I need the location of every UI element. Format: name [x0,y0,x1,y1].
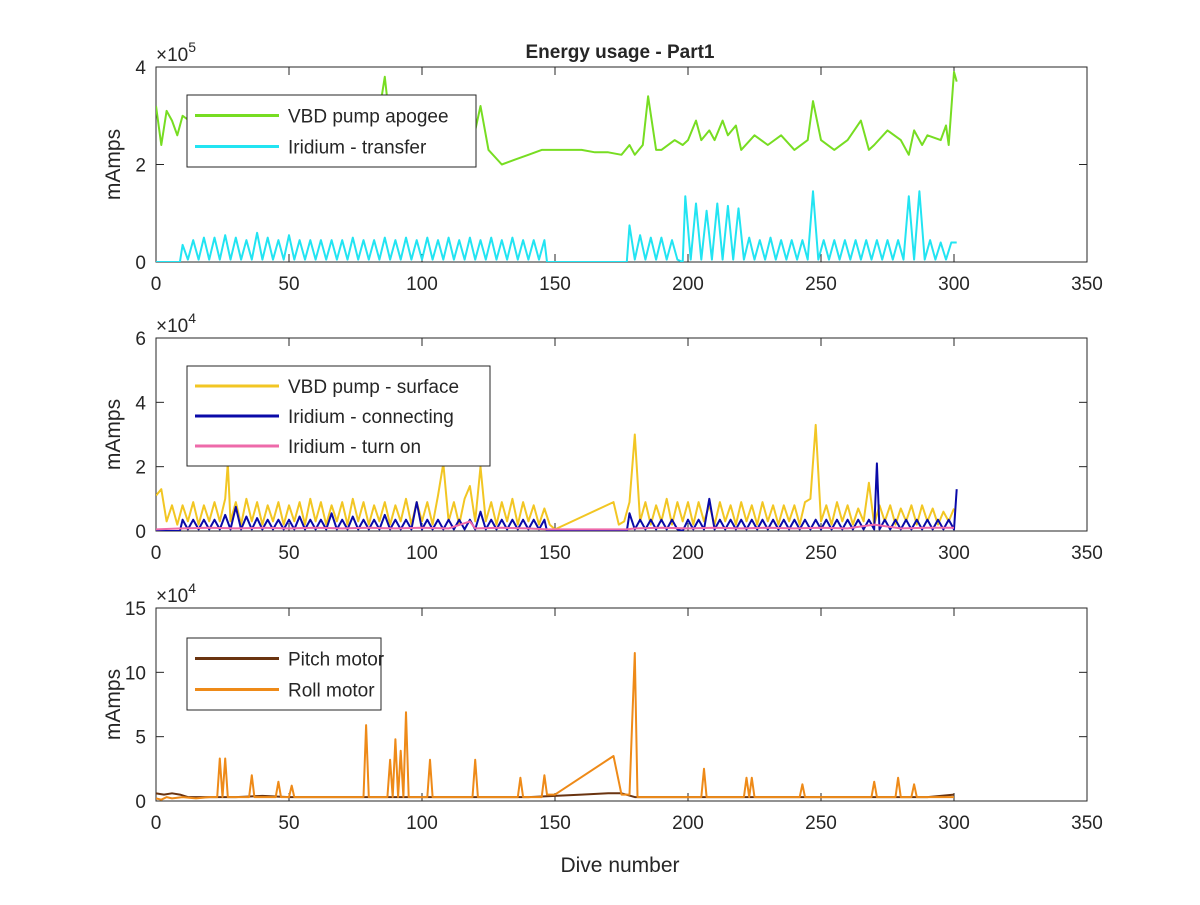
x-tick-label: 150 [539,543,571,564]
figure-title: Energy usage - Part1 [525,42,714,63]
series-line-2 [156,190,957,262]
series-group [156,652,955,801]
x-tick-label: 100 [406,274,438,295]
x-tick-label: 100 [406,543,438,564]
exponent-power: 4 [188,310,196,326]
x-tick-label: 200 [672,274,704,295]
legend: VBD pump - surface Iridium - connecting Ir… [186,365,491,467]
legend-label: Pitch motor [288,650,385,671]
y-axis-exponent: ×105 [156,39,196,66]
x-tick-label: 250 [805,274,837,295]
x-tick-label: 150 [539,274,571,295]
legend: VBD pump apogee Iridium - transfer [186,94,477,168]
subplot-3: 0 50 100 150 200 250 300 350 0 5 10 15 ×104 mAmps Pitc… [102,580,1103,834]
exponent-power: 4 [188,580,196,596]
y-tick-label: 15 [125,599,146,620]
x-tick-label: 200 [672,543,704,564]
legend-label: Roll motor [288,681,375,702]
legend-label: Iridium - turn on [288,437,421,458]
y-tick-label: 0 [135,522,146,543]
y-tick-label: 0 [135,253,146,274]
y-tick-label: 10 [125,663,146,684]
x-tick-label: 350 [1071,813,1103,834]
series-group [156,423,958,531]
series-line-3 [156,520,954,531]
x-tick-label: 0 [151,813,162,834]
subplot-1: 0 50 100 150 200 250 300 350 0 2 4 ×105 mAmps VBD pum… [102,39,1103,295]
y-tick-label: 2 [135,156,146,177]
y-axis-exponent: ×104 [156,580,196,607]
exponent-base: ×10 [156,45,188,66]
x-tick-label: 100 [406,813,438,834]
x-tick-label: 300 [938,813,970,834]
legend-box [186,94,477,168]
y-tick-label: 0 [135,792,146,813]
y-axis-label: mAmps [102,399,125,470]
x-tick-label: 50 [278,813,299,834]
x-tick-label: 0 [151,543,162,564]
x-axis-label: Dive number [560,854,679,877]
y-tick-label: 4 [135,393,146,414]
x-tick-label: 150 [539,813,571,834]
y-axis-exponent: ×104 [156,310,196,337]
x-tick-label: 200 [672,813,704,834]
x-tick-label: 300 [938,543,970,564]
exponent-base: ×10 [156,586,188,607]
exponent-power: 5 [188,39,196,55]
legend-label: Iridium - transfer [288,138,427,159]
legend-box [186,637,382,711]
y-axis-label: mAmps [102,129,125,200]
x-tick-label: 0 [151,274,162,295]
exponent-base: ×10 [156,316,188,337]
y-axis-label: mAmps [102,669,125,740]
x-tick-label: 250 [805,543,837,564]
legend-label: VBD pump apogee [288,107,449,128]
x-tick-label: 50 [278,274,299,295]
y-tick-label: 5 [135,728,146,749]
x-tick-label: 250 [805,813,837,834]
x-tick-label: 350 [1071,543,1103,564]
x-tick-label: 350 [1071,274,1103,295]
y-tick-label: 2 [135,458,146,479]
x-tick-label: 300 [938,274,970,295]
legend: Pitch motor Roll motor [186,637,385,711]
x-tick-label: 50 [278,543,299,564]
series-line-2 [156,652,954,801]
legend-label: VBD pump - surface [288,377,459,398]
series-line-1 [156,423,955,531]
legend-label: Iridium - connecting [288,407,454,428]
y-tick-label: 6 [135,329,146,350]
y-tick-label: 4 [135,58,146,79]
